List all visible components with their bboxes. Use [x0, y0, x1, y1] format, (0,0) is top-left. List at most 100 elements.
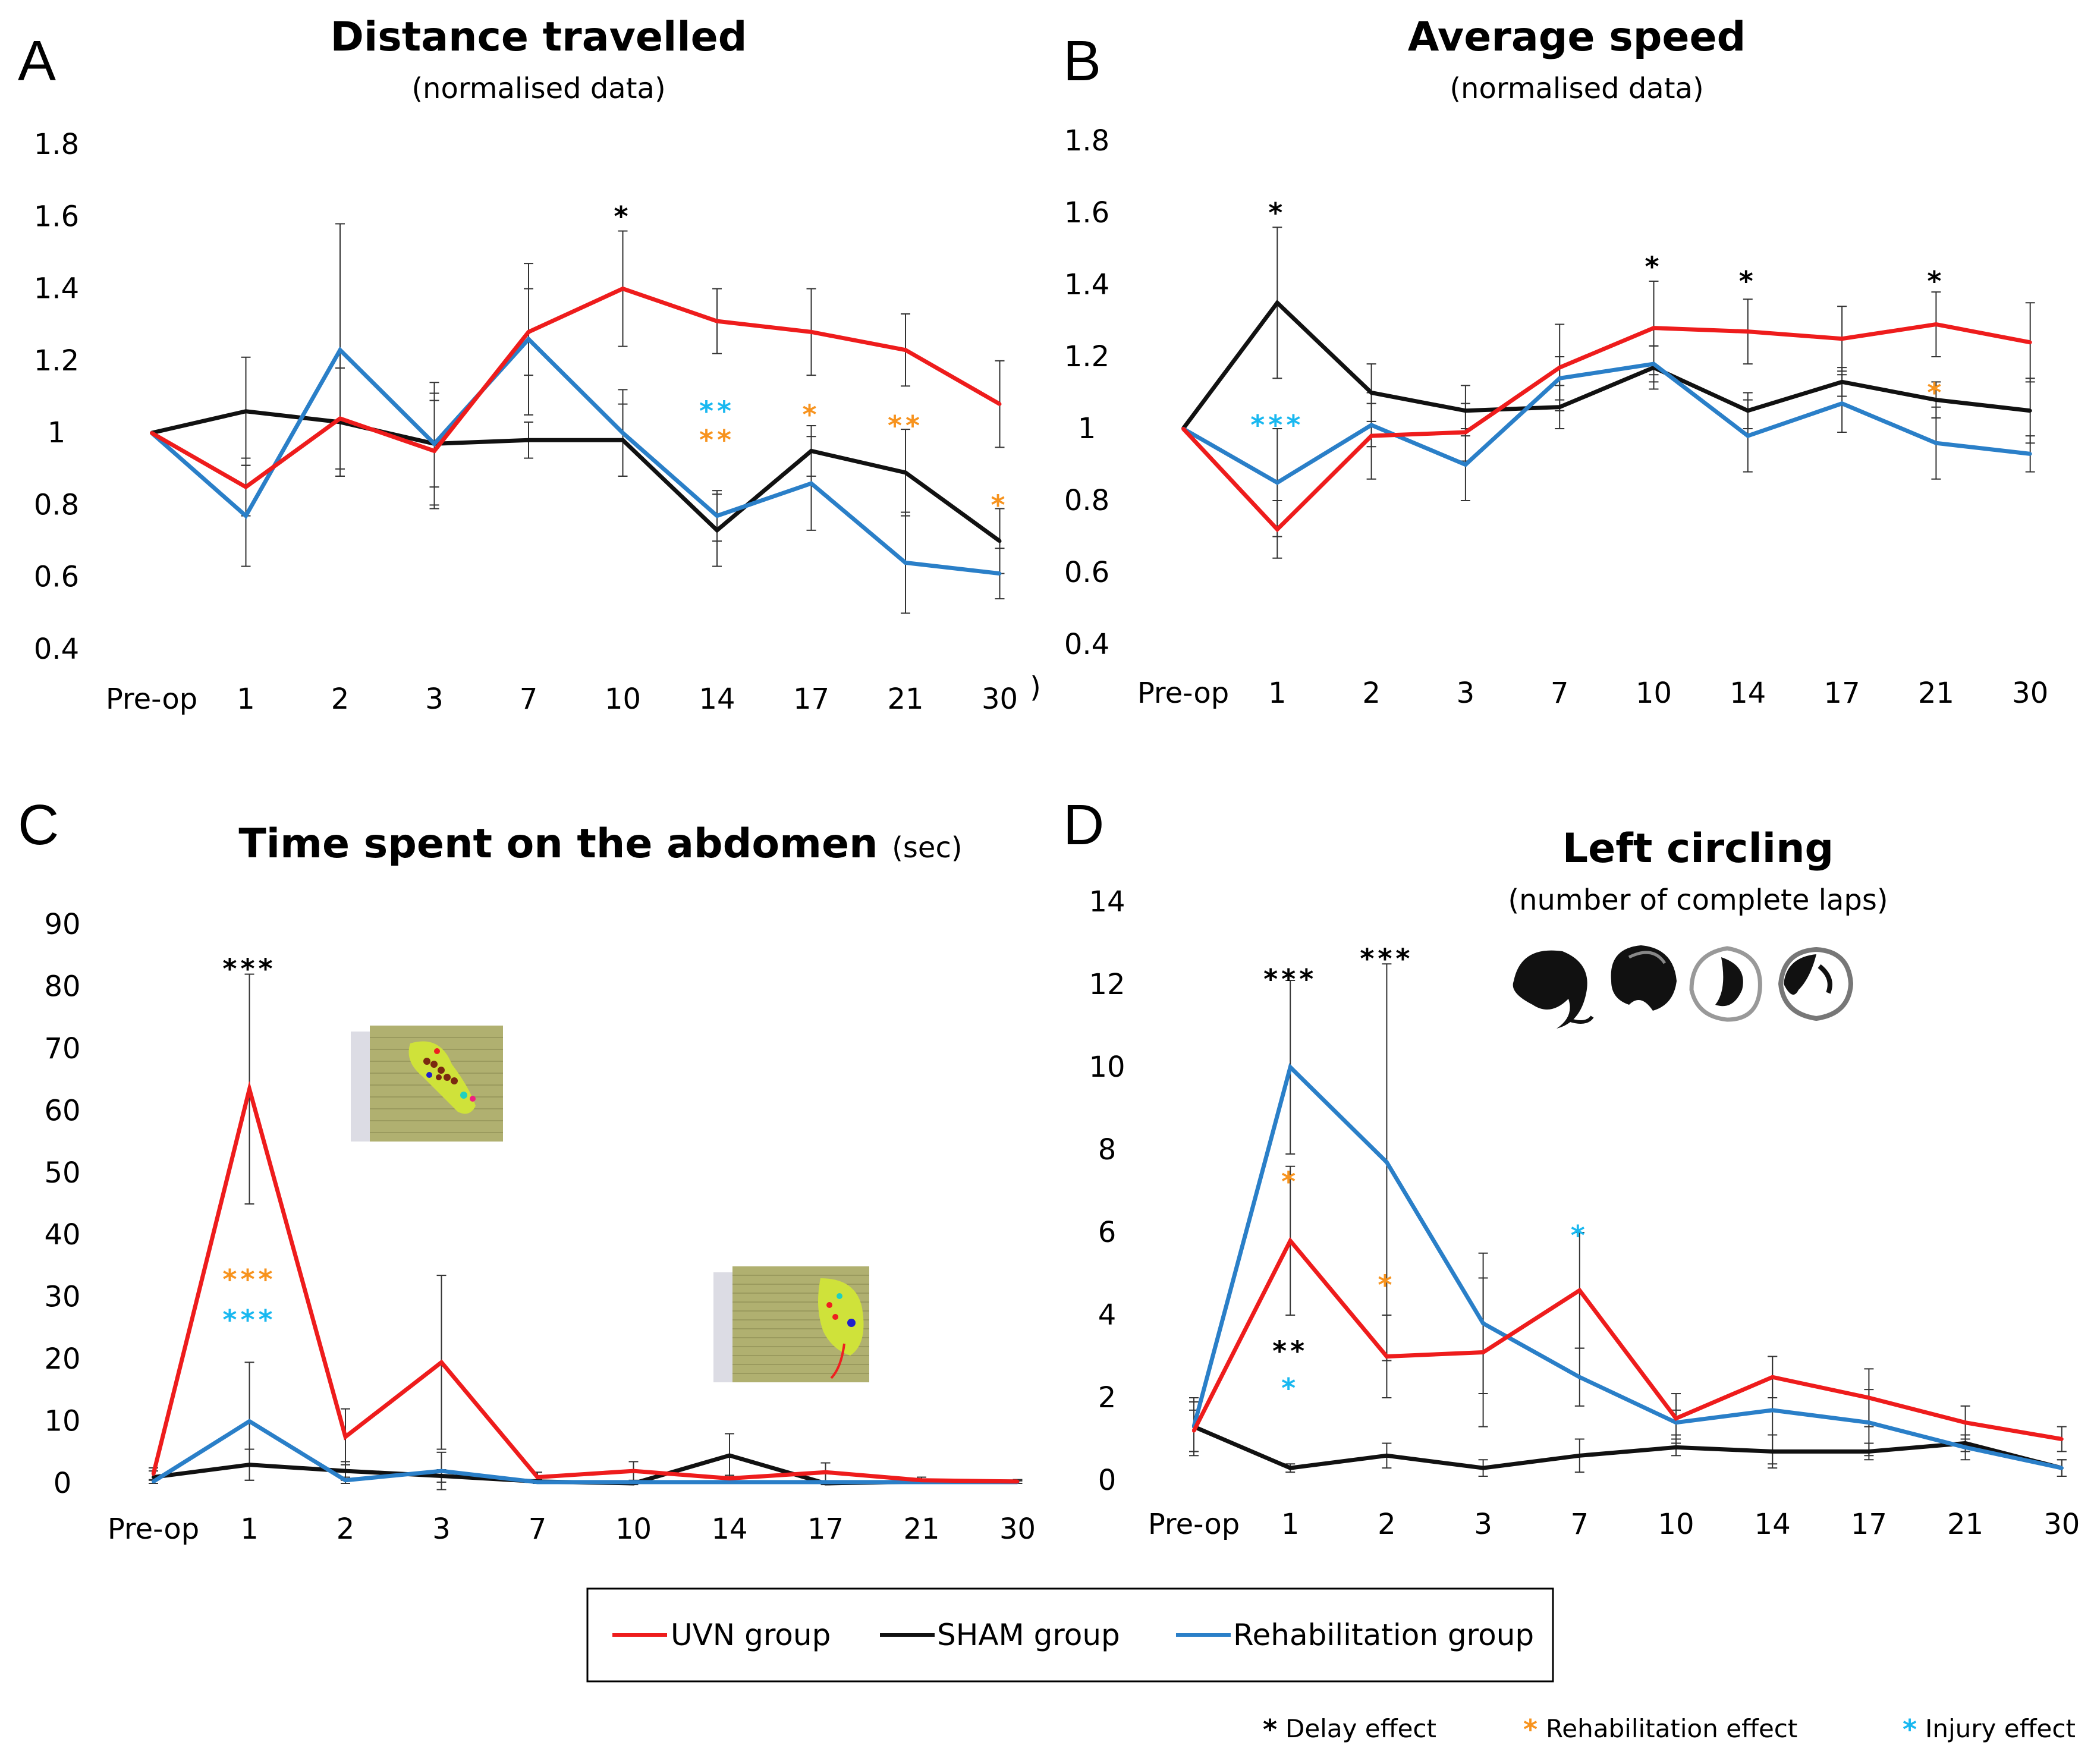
panel-b-point-uvn	[1463, 430, 1467, 435]
panel-c-ytick-label: 70	[44, 1032, 80, 1065]
panel-d-xtick-label: 30	[2043, 1508, 2080, 1541]
panel-a-significance-injury: **	[699, 395, 735, 427]
panel-b-ytick-label: 0.8	[1064, 484, 1109, 517]
panel-a-point-sham	[904, 470, 907, 474]
key-delay-label: Delay effect	[1285, 1714, 1436, 1743]
panel-letter-a: A	[18, 29, 56, 93]
panel-b-point-sham	[1746, 408, 1750, 413]
legend-label-sham: SHAM group	[937, 1618, 1120, 1652]
panel-a-trailing-mark: )	[1030, 671, 1041, 704]
panel-a-ytick-label: 1.8	[34, 128, 79, 161]
panel-d-line-sham	[1193, 1425, 2062, 1470]
panel-c-significance-rehab: ***	[222, 1263, 276, 1296]
panel-c-significance-delay: ***	[222, 953, 276, 985]
panel-a-significance-rehab: *	[802, 399, 820, 431]
panel-a-subtitle: (normalised data)	[411, 72, 665, 105]
panel-b-significance-delay: *	[1927, 265, 1945, 297]
panel-b-point-sham	[1369, 391, 1373, 395]
panel-d-point-uvn	[1577, 1288, 1581, 1293]
panel-d-point-sham	[1385, 1454, 1389, 1458]
panel-a-ytick-label: 1.2	[34, 344, 79, 378]
panel-c-point-rehab	[631, 1480, 636, 1484]
panel-d-significance-rehab: *	[1281, 1166, 1299, 1198]
panel-d-ytick-label: 6	[1098, 1216, 1117, 1249]
panel-a-point-rehab	[998, 571, 1002, 576]
panel-d-ytick-label: 2	[1098, 1381, 1117, 1414]
panel-b-significance-rehab: *	[1927, 376, 1945, 408]
panel-d-significance-injury: *	[1571, 1219, 1589, 1252]
panel-d-xtick-label: 1	[1281, 1508, 1300, 1541]
panel-a-significance-rehab: **	[699, 424, 735, 456]
panel-b-point-rehab	[1275, 480, 1279, 485]
panel-d-xtick-label: 2	[1378, 1508, 1396, 1541]
panel-c-ytick-label: 60	[44, 1094, 80, 1127]
panel-a-point-rehab	[809, 482, 813, 486]
panel-d-point-rehab	[1867, 1420, 1871, 1425]
panel-b-xtick-label: 14	[1730, 677, 1766, 710]
panel-a-point-uvn	[527, 330, 530, 334]
panel-a-point-uvn	[715, 319, 719, 323]
panel-a-ytick-label: 1.6	[34, 200, 79, 233]
panel-a-point-rehab	[904, 561, 907, 565]
panel-b-xtick-label: Pre-op	[1137, 677, 1229, 710]
panel-d-xtick-label: 3	[1474, 1508, 1492, 1541]
panel-a-xtick-label: 17	[793, 683, 829, 716]
legend-frame	[586, 1587, 1554, 1683]
panel-b-point-uvn	[1275, 527, 1279, 532]
panel-c-point-uvn	[920, 1478, 923, 1482]
panel-d-ytick-label: 4	[1098, 1298, 1117, 1332]
panel-a-point-rehab	[527, 337, 530, 341]
panel-a-point-rehab	[338, 348, 342, 352]
panel-b-point-rehab	[1652, 362, 1656, 366]
tracking-image-1	[351, 1026, 503, 1142]
panel-a-xtick-label: 1	[237, 683, 255, 716]
panel-b-ytick-label: 0.4	[1064, 628, 1109, 661]
panel-b-xtick-label: 3	[1457, 677, 1475, 710]
panel-b-point-uvn	[1558, 366, 1562, 370]
panel-a-point-uvn	[150, 431, 153, 435]
panel-c-significance-injury: ***	[222, 1304, 276, 1336]
panel-c-xtick-label: 21	[903, 1513, 939, 1546]
panel-b-line-uvn	[1181, 322, 2031, 533]
panel-c-point-rehab	[823, 1480, 828, 1484]
panel-d-significance-rehab: *	[1378, 1269, 1395, 1301]
panel-d-point-sham	[1867, 1449, 1871, 1454]
panel-d-subtitle: (number of complete laps)	[1508, 883, 1888, 917]
panel-b-ytick-label: 1.8	[1064, 124, 1109, 158]
panel-a-point-uvn	[338, 416, 342, 420]
panel-a-xtick-label: 14	[699, 683, 735, 716]
panel-letter-d: D	[1063, 793, 1104, 857]
panel-b-ytick-label: 1.4	[1064, 268, 1109, 301]
panel-a-point-sham	[715, 528, 719, 532]
circling-silhouettes	[1513, 945, 1854, 1029]
panel-b-point-rehab	[2028, 452, 2032, 456]
panel-c-xtick-label: 30	[999, 1513, 1036, 1546]
legend-label-rehab: Rehabilitation group	[1233, 1618, 1534, 1652]
panel-d-point-rehab	[1577, 1375, 1581, 1379]
panel-d-point-rehab	[1771, 1408, 1775, 1412]
key-injury-star: *	[1903, 1713, 1917, 1746]
panel-b-point-sham	[1558, 405, 1562, 409]
panel-c-point-uvn	[344, 1435, 347, 1439]
panel-a-xtick-label: 30	[982, 683, 1018, 716]
panel-d-point-sham	[1771, 1449, 1775, 1454]
panel-b-title: Average speed	[1408, 14, 1746, 61]
panel-c-point-sham	[152, 1475, 155, 1479]
panel-d-point-rehab	[1288, 1065, 1293, 1069]
panel-c-xtick-label: 17	[807, 1513, 844, 1546]
panel-c-point-uvn	[247, 1087, 251, 1091]
panel-a-significance-rehab: **	[888, 410, 923, 442]
panel-letter-b: B	[1063, 29, 1101, 93]
panel-d-point-sham	[1674, 1445, 1678, 1449]
panel-d-xtick-label: Pre-op	[1148, 1508, 1240, 1541]
panel-a-point-uvn	[998, 402, 1002, 406]
panel-b-point-sham	[2028, 408, 2032, 413]
panel-d-xtick-label: 14	[1755, 1508, 1791, 1541]
panel-d-line-rehab	[1191, 1063, 2062, 1470]
panel-a-xtick-label: 3	[425, 683, 444, 716]
panel-a-xtick-label: 10	[605, 683, 641, 716]
panel-b-point-rehab	[1840, 401, 1844, 405]
panel-c-ytick-label: 20	[44, 1342, 80, 1376]
panel-c-point-rehab	[536, 1480, 539, 1484]
